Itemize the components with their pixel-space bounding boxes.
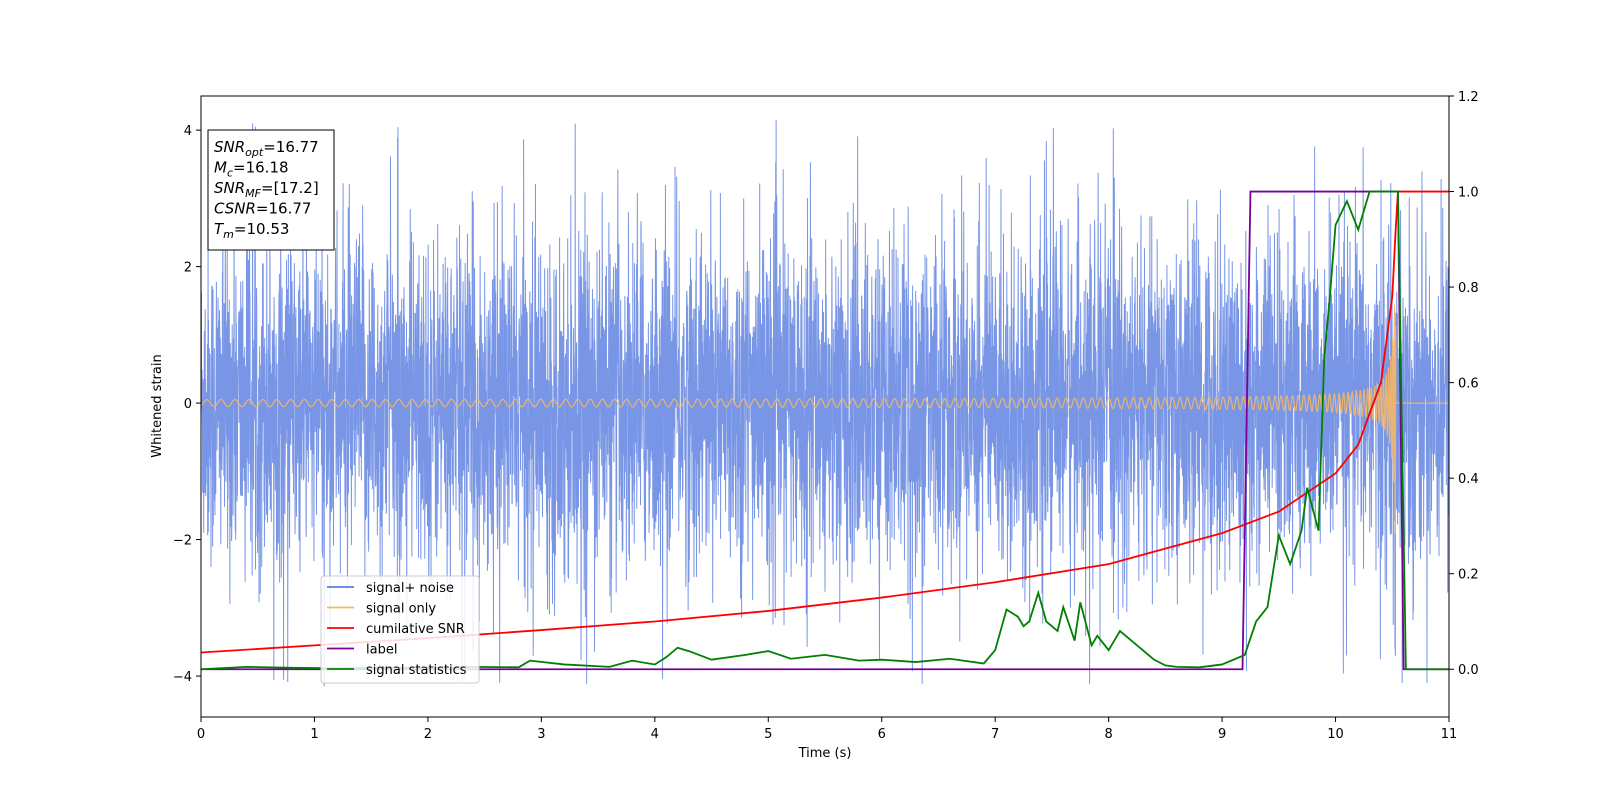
y-axis-left: 4 2 0 −2 −4: [173, 124, 201, 685]
info-box-frame: [207, 129, 335, 251]
legend-entry: cumilative SNR: [366, 622, 465, 637]
y-tick-label: 4: [184, 124, 192, 139]
info-box-row: CSNR=16.77: [214, 200, 311, 218]
legend-entry: signal only: [366, 602, 436, 617]
x-tick-label: 10: [1327, 727, 1344, 742]
x-tick-label: 9: [1218, 727, 1226, 742]
y-tick-label: −2: [173, 534, 192, 549]
y2-tick-label: 1.2: [1458, 90, 1479, 105]
y2-tick-label: 0.8: [1458, 281, 1479, 296]
y-tick-label: −4: [173, 670, 192, 685]
y-axis-right: 1.2 1.0 0.8 0.6 0.4 0.2 0.0: [1449, 90, 1479, 678]
x-tick-label: 6: [878, 727, 886, 742]
legend-entry: signal statistics: [366, 663, 467, 678]
x-tick-label: 5: [764, 727, 772, 742]
plot-frame: [200, 95, 1450, 718]
x-tick-label: 7: [991, 727, 999, 742]
series-signal-statistics: [201, 190, 1449, 671]
series-signal-only: [201, 304, 1449, 534]
series-layer: [201, 119, 1449, 687]
info-box-row: Mc=16.18: [214, 159, 289, 180]
x-tick-label: 11: [1441, 727, 1458, 742]
info-box: SNRopt=16.77Mc=16.18SNRMF=[17.2]CSNR=16.…: [207, 129, 335, 251]
plot-area: [201, 119, 1449, 687]
series-signal-noise: [201, 119, 1449, 687]
y-axis-label: Whitened strain: [150, 354, 165, 457]
x-axis-label: Time (s): [798, 746, 852, 761]
y2-tick-label: 0.6: [1458, 377, 1479, 392]
y-tick-label: 2: [184, 261, 192, 276]
legend-entry: label: [366, 643, 397, 658]
legend-entry: signal+ noise: [366, 581, 454, 596]
series-cumilative-snr: [201, 190, 1449, 654]
info-box-row: Tm=10.53: [214, 220, 289, 241]
x-tick-label: 8: [1104, 727, 1112, 742]
legend-frame: [320, 575, 480, 684]
info-box-row: SNRopt=16.77: [214, 138, 319, 159]
y2-tick-label: 1.0: [1458, 186, 1479, 201]
y2-tick-label: 0.2: [1458, 568, 1479, 583]
x-tick-label: 4: [651, 727, 659, 742]
x-axis: 0 1 2 3 4 5 6 7 8 9 10 11: [197, 717, 1457, 742]
y2-tick-label: 0.4: [1458, 472, 1479, 487]
y-tick-label: 0: [184, 397, 192, 412]
x-tick-label: 2: [424, 727, 432, 742]
x-tick-label: 3: [537, 727, 545, 742]
x-tick-label: 1: [310, 727, 318, 742]
x-tick-label: 0: [197, 727, 205, 742]
y2-tick-label: 0.0: [1458, 663, 1479, 678]
legend: signal+ noise signal only cumilative SNR la…: [320, 575, 480, 684]
info-box-row: SNRMF=[17.2]: [214, 179, 319, 200]
